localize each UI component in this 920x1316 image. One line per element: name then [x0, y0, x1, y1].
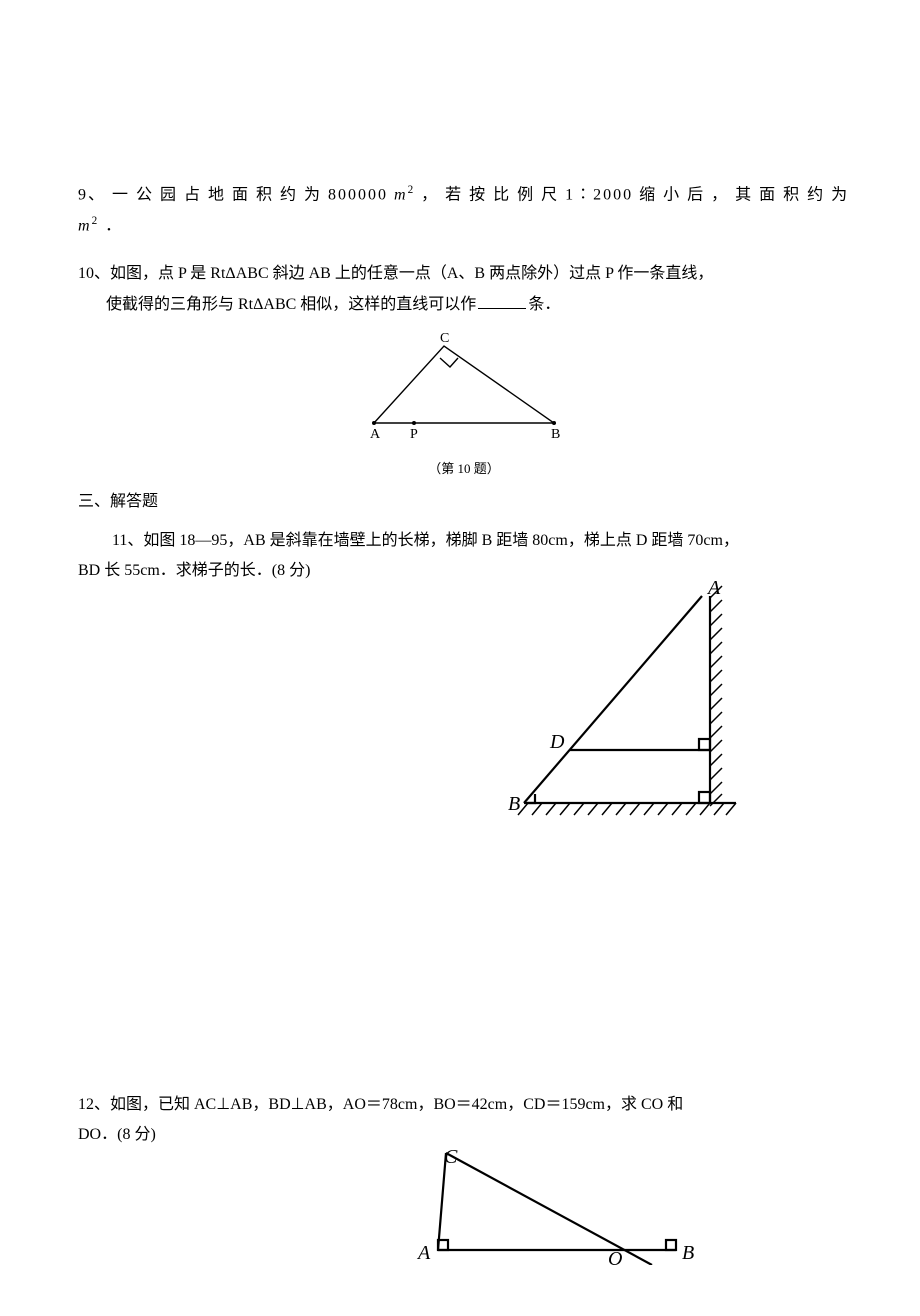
figure-11-svg: A B D: [478, 578, 758, 838]
q10-blank: [478, 294, 526, 309]
q12-line-1: 12、如图，已知 AC⊥AB，BD⊥AB，AO＝78cm，BO＝42cm，CD＝…: [78, 1090, 850, 1120]
figure-11: A B D: [478, 578, 850, 849]
q10-line-2: 使截得的三角形与 RtΔABC 相似，这样的直线可以作 条．: [78, 290, 850, 320]
fig11-label-D: D: [549, 731, 565, 753]
q9-text-1: 9、 一 公 园 占 地 面 积 约 为 800000: [78, 186, 388, 203]
q9-unit-2: m: [78, 217, 92, 234]
q10-line-2a: 使截得的三角形与 RtΔABC 相似，这样的直线可以作: [106, 296, 476, 313]
figure-12-svg: C A O B: [408, 1145, 708, 1265]
section-3-heading: 三、解答题: [78, 487, 850, 517]
fig10-label-P: P: [410, 427, 418, 442]
fig10-label-C: C: [440, 331, 449, 346]
figure-10-svg: A B C P: [354, 328, 574, 443]
fig12-label-B: B: [682, 1242, 694, 1264]
q9-end: ．: [99, 217, 123, 234]
fig11-label-B: B: [508, 793, 520, 815]
q9-unit-1: m: [388, 186, 408, 203]
q10-line-2b: 条．: [528, 296, 560, 313]
figure-12: C A O B: [408, 1145, 850, 1276]
question-9: 9、 一 公 园 占 地 面 积 约 为 800000 m2 ， 若 按 比 例…: [78, 180, 850, 241]
fig12-label-C: C: [444, 1146, 458, 1168]
q9-text-2: ， 若 按 比 例 尺 1∶2000 缩 小 后 ， 其 面 积 约 为: [415, 186, 849, 203]
question-10: 10、如图，点 P 是 RtΔABC 斜边 AB 上的任意一点（A、B 两点除外…: [78, 259, 850, 320]
question-11: 11、如图 18—95，AB 是斜靠在墙壁上的长梯，梯脚 B 距墙 80cm，梯…: [78, 526, 850, 587]
fig11-label-A: A: [706, 578, 721, 599]
fig12-label-A: A: [416, 1242, 431, 1264]
q10-line-1: 10、如图，点 P 是 RtΔABC 斜边 AB 上的任意一点（A、B 两点除外…: [78, 259, 850, 289]
fig12-label-O: O: [608, 1248, 622, 1265]
q11-line-1: 11、如图 18—95，AB 是斜靠在墙壁上的长梯，梯脚 B 距墙 80cm，梯…: [78, 526, 850, 556]
figure-10-caption: （第 10 题）: [78, 457, 850, 482]
question-12: 12、如图，已知 AC⊥AB，BD⊥AB，AO＝78cm，BO＝42cm，CD＝…: [78, 1090, 850, 1151]
fig10-label-B: B: [551, 427, 560, 442]
fig10-label-A: A: [370, 427, 381, 442]
figure-10: A B C P （第 10 题）: [78, 328, 850, 481]
